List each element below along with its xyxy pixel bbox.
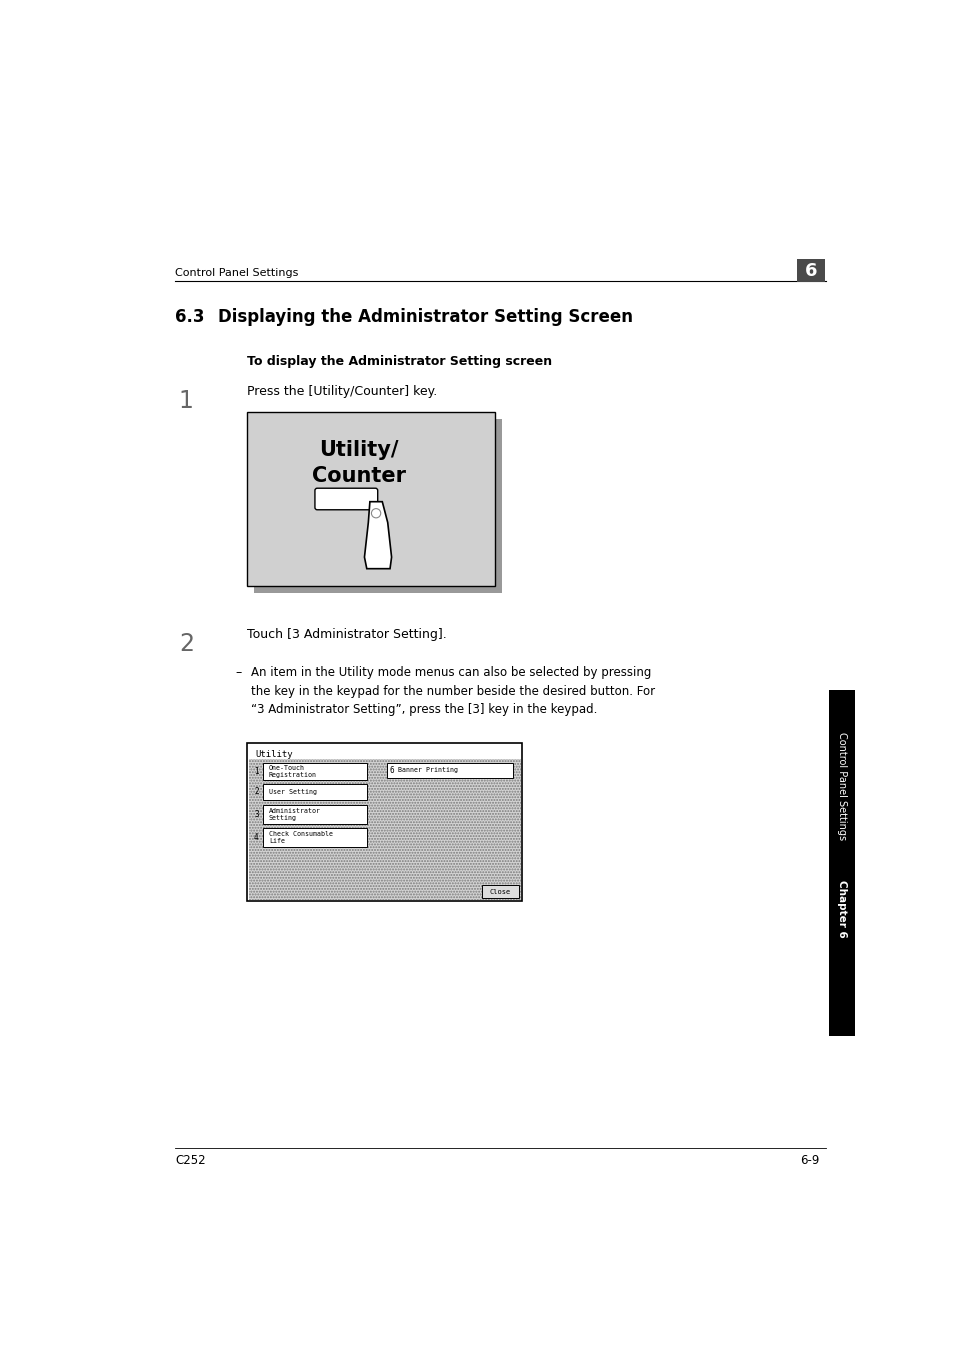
Text: 3: 3 bbox=[253, 809, 258, 819]
Text: Control Panel Settings: Control Panel Settings bbox=[837, 732, 846, 840]
Text: Close: Close bbox=[490, 889, 511, 894]
Text: 6: 6 bbox=[803, 262, 817, 280]
Text: 1: 1 bbox=[253, 766, 258, 775]
Text: Press the [Utility/Counter] key.: Press the [Utility/Counter] key. bbox=[247, 385, 436, 399]
Text: 4: 4 bbox=[253, 834, 258, 842]
Text: 2: 2 bbox=[179, 632, 193, 655]
FancyBboxPatch shape bbox=[262, 805, 367, 824]
Text: An item in the Utility mode menus can also be selected by pressing
the key in th: An item in the Utility mode menus can al… bbox=[251, 666, 655, 716]
Text: Utility: Utility bbox=[254, 750, 293, 759]
FancyBboxPatch shape bbox=[314, 488, 377, 509]
Text: To display the Administrator Setting screen: To display the Administrator Setting scr… bbox=[247, 354, 552, 367]
FancyBboxPatch shape bbox=[796, 259, 824, 282]
Text: Chapter 6: Chapter 6 bbox=[837, 880, 846, 938]
FancyBboxPatch shape bbox=[262, 763, 367, 780]
Text: C252: C252 bbox=[174, 1154, 206, 1167]
FancyBboxPatch shape bbox=[253, 419, 501, 593]
Text: Counter: Counter bbox=[312, 466, 405, 486]
FancyBboxPatch shape bbox=[247, 743, 521, 901]
Text: –: – bbox=[235, 666, 241, 680]
FancyBboxPatch shape bbox=[828, 689, 855, 1036]
Text: 6.3: 6.3 bbox=[174, 308, 204, 327]
Text: User Setting: User Setting bbox=[269, 789, 316, 794]
Text: Utility/: Utility/ bbox=[318, 440, 398, 461]
Text: 1: 1 bbox=[179, 389, 193, 413]
Text: 6: 6 bbox=[389, 766, 394, 775]
FancyBboxPatch shape bbox=[262, 828, 367, 847]
Text: One-Touch
Registration: One-Touch Registration bbox=[269, 765, 316, 778]
Polygon shape bbox=[364, 501, 391, 569]
Text: 2: 2 bbox=[253, 788, 258, 797]
FancyBboxPatch shape bbox=[386, 763, 513, 778]
Text: Touch [3 Administrator Setting].: Touch [3 Administrator Setting]. bbox=[247, 628, 446, 640]
Text: Displaying the Administrator Setting Screen: Displaying the Administrator Setting Scr… bbox=[217, 308, 632, 327]
Ellipse shape bbox=[371, 508, 380, 517]
FancyBboxPatch shape bbox=[249, 759, 520, 900]
Text: Banner Printing: Banner Printing bbox=[397, 767, 457, 773]
FancyBboxPatch shape bbox=[481, 885, 518, 898]
Text: Administrator
Setting: Administrator Setting bbox=[269, 808, 320, 821]
FancyBboxPatch shape bbox=[247, 412, 495, 585]
FancyBboxPatch shape bbox=[262, 785, 367, 800]
Text: Check Consumable
Life: Check Consumable Life bbox=[269, 831, 333, 844]
Text: Control Panel Settings: Control Panel Settings bbox=[174, 267, 298, 277]
Text: 6-9: 6-9 bbox=[800, 1154, 819, 1167]
